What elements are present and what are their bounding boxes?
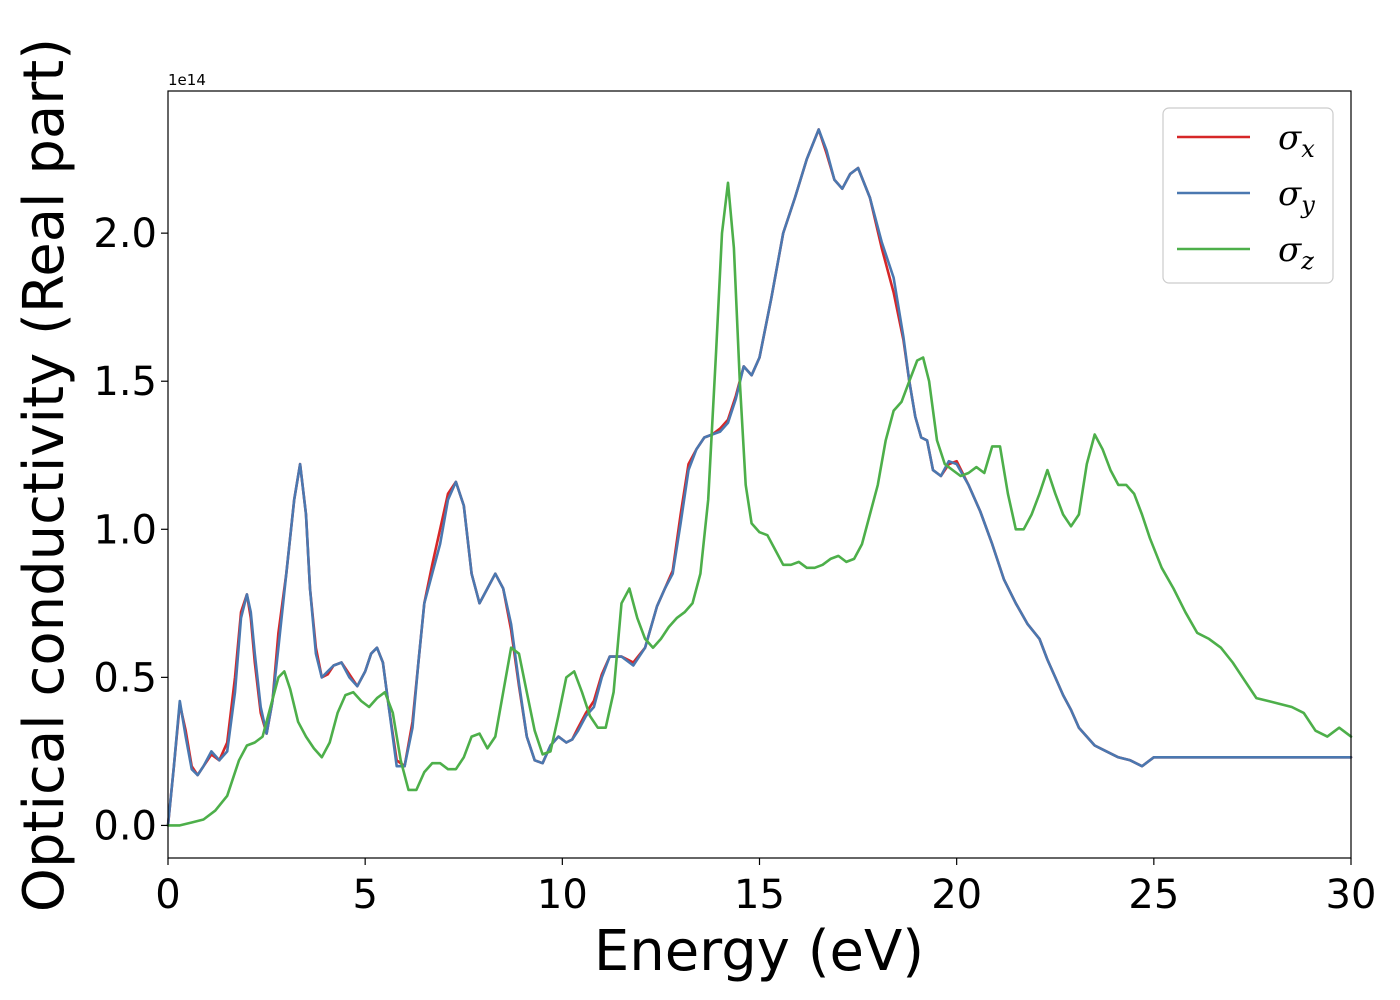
series-line-z — [166, 181, 1353, 827]
series-layer — [166, 128, 1353, 827]
x-tick-label: 20 — [931, 872, 982, 918]
x-axis-title: Energy (eV) — [594, 919, 924, 984]
x-tick-label: 30 — [1326, 872, 1377, 918]
x-tick-label: 5 — [352, 872, 377, 918]
legend-label-x: σx — [1278, 118, 1315, 163]
y-tick-label: 1.0 — [93, 507, 157, 553]
x-tick-label: 10 — [537, 872, 588, 918]
x-axis-ticks: 0 5 10 15 20 25 30 — [155, 858, 1376, 918]
y-tick-label: 2.0 — [93, 211, 157, 257]
y-offset-label: 1e14 — [168, 71, 206, 89]
y-tick-label: 1.5 — [93, 359, 157, 405]
x-tick-label: 15 — [734, 872, 785, 918]
x-tick-label: 25 — [1128, 872, 1179, 918]
x-tick-label: 0 — [155, 872, 180, 918]
legend-label-y: σy — [1278, 174, 1315, 219]
plot-area — [166, 90, 1353, 859]
legend-box — [1162, 107, 1334, 284]
y-tick-label: 0.0 — [93, 803, 157, 849]
legend-label-z: σz — [1278, 230, 1314, 275]
y-axis-ticks: 0.0 0.5 1.0 1.5 2.0 — [93, 211, 168, 849]
y-axis-title: Optical conductivity (Real part) — [12, 38, 77, 912]
legend: σx σy σz — [1162, 107, 1334, 284]
y-tick-label: 0.5 — [93, 655, 157, 701]
series-line-y — [166, 128, 1353, 827]
legend-items: σx σy σz — [1177, 118, 1315, 275]
